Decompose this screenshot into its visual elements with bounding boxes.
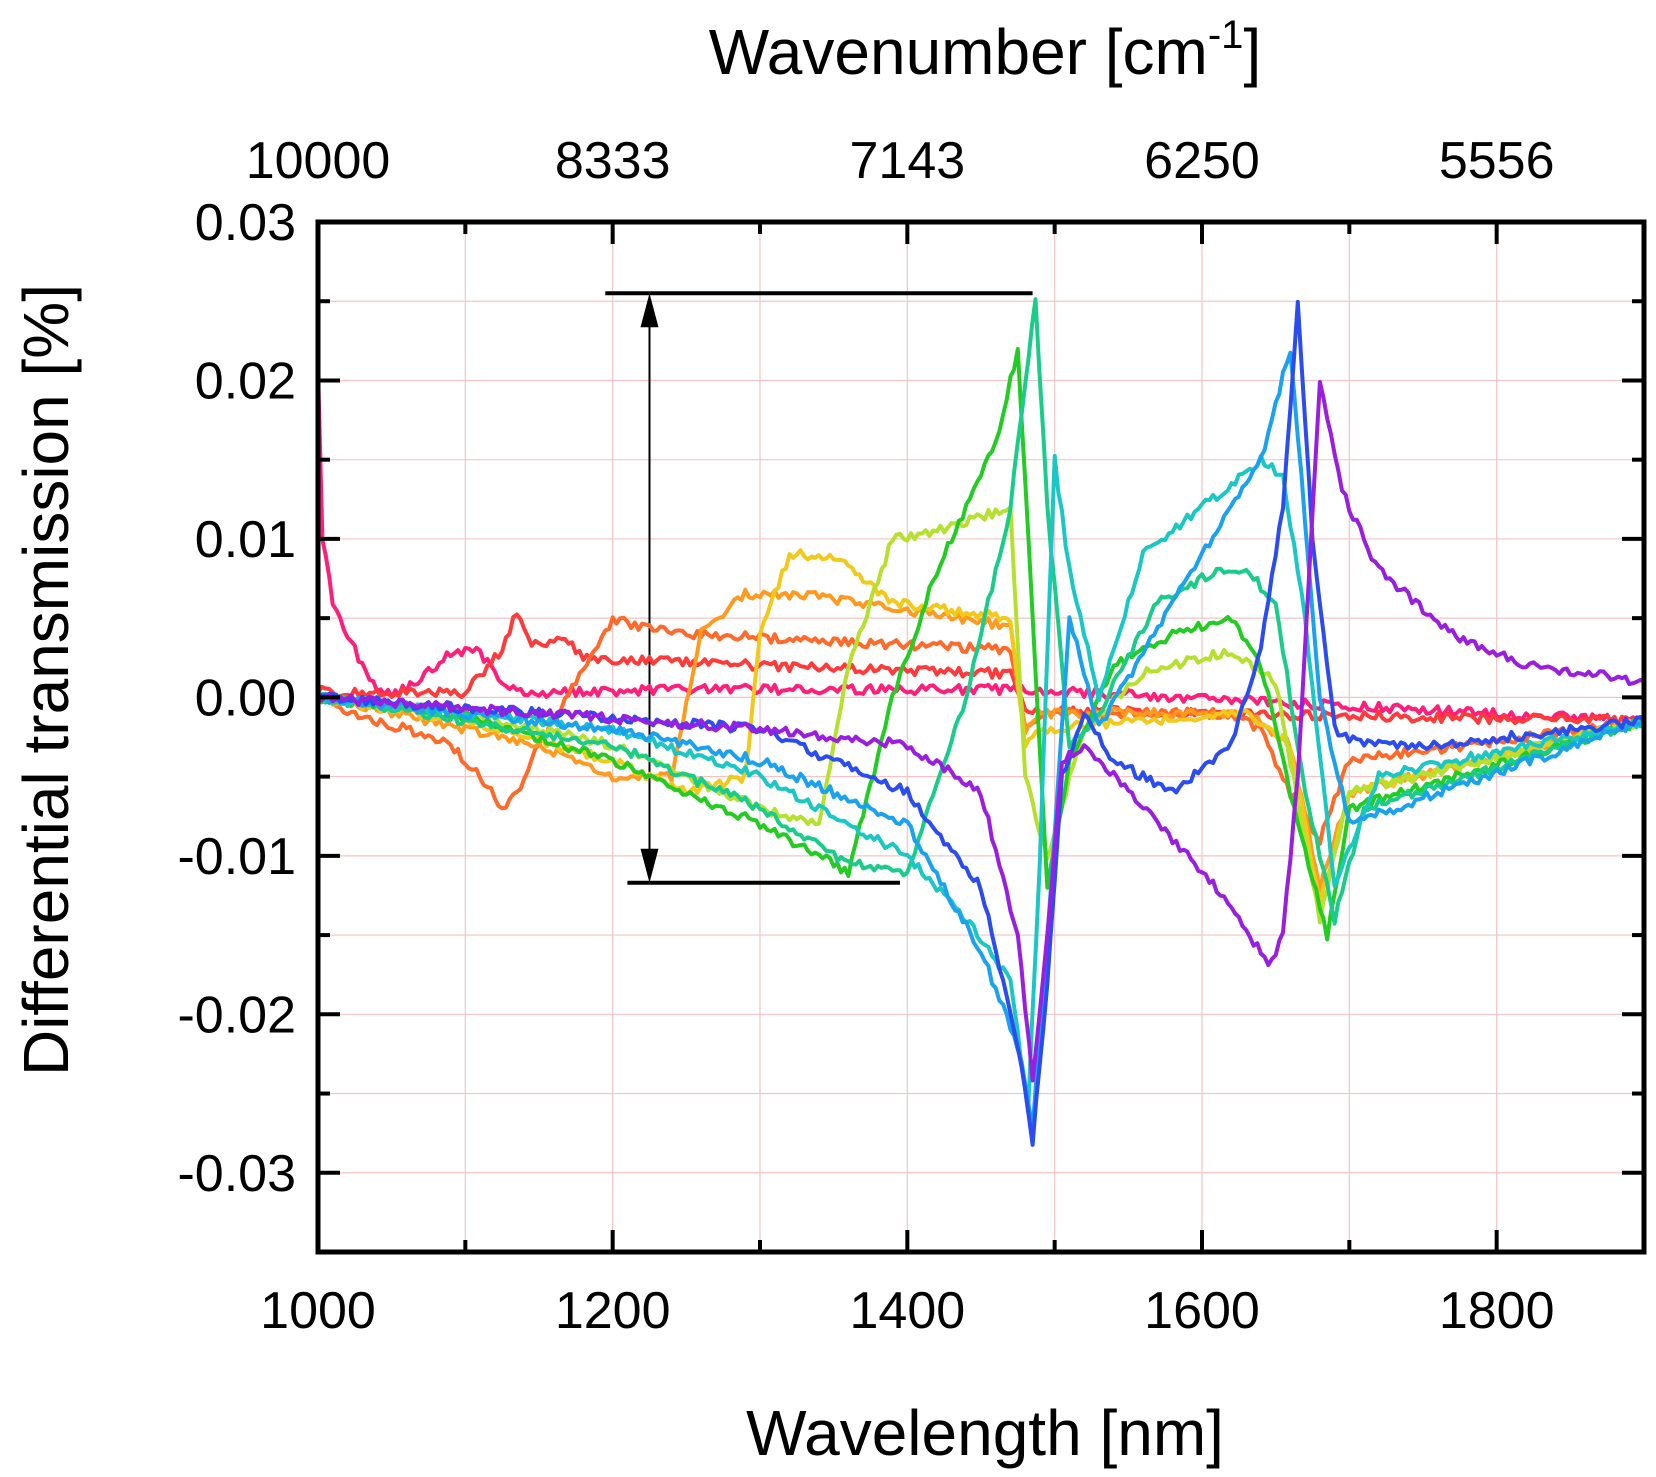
tick-layer: 1000 1200 1400 1600 1800 10000 8333 7143 6250 555… <box>177 132 1644 1340</box>
x2-tick-label: 8333 <box>555 132 671 190</box>
axis-layer <box>315 219 1647 1255</box>
x2-tick-label: 6250 <box>1144 132 1260 190</box>
series-layer <box>316 297 1646 1147</box>
y-tick-label: -0.02 <box>177 986 296 1044</box>
y-tick-label: -0.03 <box>177 1145 296 1203</box>
annotation-arrow-head-up <box>640 293 659 328</box>
x-tick-label: 1000 <box>260 1282 376 1340</box>
y-tick-label: -0.01 <box>177 828 296 886</box>
series-line-s12 <box>316 380 1645 1083</box>
y-tick-label: 0.01 <box>195 511 296 569</box>
x-tick-label: 1600 <box>1144 1282 1260 1340</box>
plot-frame <box>315 219 1647 1255</box>
x2-axis-title: Wavenumber [cm-1] <box>709 13 1261 88</box>
x2-axis-title-base: Wavenumber [cm <box>709 16 1208 88</box>
x-axis-title: Wavelength [nm] <box>746 1397 1224 1469</box>
series-line-s8 <box>317 297 1646 926</box>
x2-tick-label: 7143 <box>849 132 965 190</box>
x-tick-label: 1400 <box>849 1282 965 1340</box>
y-tick-label: 0.02 <box>195 352 296 410</box>
series-line-s1 <box>316 368 1645 727</box>
series-line-s2 <box>316 612 1645 727</box>
series-line-s11 <box>317 299 1646 1147</box>
y-axis-title: Differential transmission [%] <box>10 284 82 1076</box>
series-line-s7 <box>316 347 1645 942</box>
x2-tick-label: 10000 <box>246 132 391 190</box>
y-tick-label: 0.00 <box>195 669 296 727</box>
x-tick-label: 1200 <box>555 1282 671 1340</box>
annotation-layer <box>605 291 1033 885</box>
x2-tick-label: 5556 <box>1439 132 1555 190</box>
x-tick-label: 1800 <box>1439 1282 1555 1340</box>
x2-axis-title-superscript: -1 <box>1208 13 1244 57</box>
y-tick-label: 0.03 <box>195 194 296 252</box>
annotation-arrow-head-down <box>640 848 659 883</box>
grid-layer <box>318 222 1644 1252</box>
x2-axis-title-end: ] <box>1243 16 1261 88</box>
